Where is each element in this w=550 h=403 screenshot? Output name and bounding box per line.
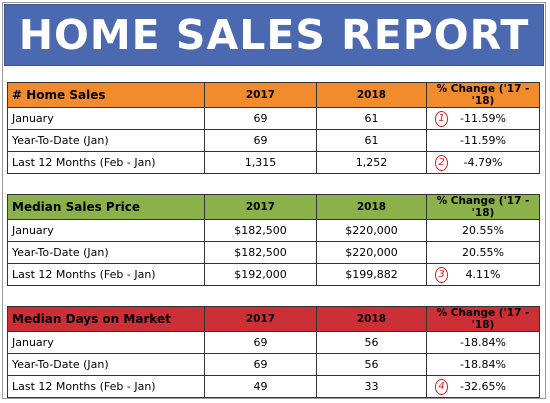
table-row: Last 12 Months (Feb - Jan) 1,315 1,252 2…: [7, 151, 540, 174]
note-number-badge: 2: [435, 155, 448, 171]
change-value: -18.84%: [426, 353, 540, 376]
col-2017-header: 2017: [204, 306, 317, 332]
value-2018: $199,882: [316, 263, 427, 286]
change-value: 4.11%: [465, 268, 501, 281]
change-value: -32.65%: [460, 380, 506, 393]
value-2017: 69: [204, 331, 317, 354]
table-row: January 69 56 -18.84%: [7, 331, 540, 354]
change-cell: 2 -4.79%: [426, 151, 540, 174]
col-2018-header: 2018: [316, 194, 427, 220]
col-change-header: % Change ('17 - '18): [426, 82, 540, 108]
value-2017: 1,315: [204, 151, 317, 174]
value-2017: 69: [204, 107, 317, 130]
change-value: -11.59%: [426, 129, 540, 152]
col-2017-header: 2017: [204, 82, 317, 108]
row-label: Year-To-Date (Jan): [7, 353, 205, 376]
table-header-row: # Home Sales 2017 2018 % Change ('17 - '…: [7, 82, 540, 108]
col-2017-header: 2017: [204, 194, 317, 220]
change-value: 20.55%: [426, 241, 540, 264]
row-label: January: [7, 331, 205, 354]
value-2017: 69: [204, 129, 317, 152]
value-2017: $192,000: [204, 263, 317, 286]
value-2018: 61: [316, 129, 427, 152]
row-label: Year-To-Date (Jan): [7, 129, 205, 152]
row-label: January: [7, 219, 205, 242]
col-2018-header: 2018: [316, 306, 427, 332]
table-row: Year-To-Date (Jan) 69 61 -11.59%: [7, 129, 540, 152]
value-2018: $220,000: [316, 219, 427, 242]
row-label: Year-To-Date (Jan): [7, 241, 205, 264]
row-label: Last 12 Months (Feb - Jan): [7, 263, 205, 286]
change-value: -18.84%: [426, 331, 540, 354]
table-title: # Home Sales: [7, 82, 205, 108]
median-sales-price-table: Median Sales Price 2017 2018 % Change ('…: [7, 194, 540, 286]
table-row: January 69 61 1 -11.59%: [7, 107, 540, 130]
change-cell: 4 -32.65%: [426, 375, 540, 398]
report-frame: [2, 2, 546, 399]
change-value: -11.59%: [460, 112, 506, 125]
change-cell: 3 4.11%: [426, 263, 540, 286]
col-change-header: % Change ('17 - '18): [426, 306, 540, 332]
table-row: Year-To-Date (Jan) 69 56 -18.84%: [7, 353, 540, 376]
row-label: Last 12 Months (Feb - Jan): [7, 375, 205, 398]
change-value: 20.55%: [426, 219, 540, 242]
table-title: Median Sales Price: [7, 194, 205, 220]
home-sales-table: # Home Sales 2017 2018 % Change ('17 - '…: [7, 82, 540, 174]
note-number-badge: 4: [435, 379, 448, 395]
col-change-header: % Change ('17 - '18): [426, 194, 540, 220]
median-days-on-market-table: Median Days on Market 2017 2018 % Change…: [7, 306, 540, 398]
title-banner: HOME SALES REPORT: [4, 4, 544, 66]
value-2018: 61: [316, 107, 427, 130]
table-header-row: Median Days on Market 2017 2018 % Change…: [7, 306, 540, 332]
row-label: January: [7, 107, 205, 130]
value-2018: 1,252: [316, 151, 427, 174]
value-2017: 69: [204, 353, 317, 376]
table-row: Last 12 Months (Feb - Jan) $192,000 $199…: [7, 263, 540, 286]
value-2018: $220,000: [316, 241, 427, 264]
table-row: Last 12 Months (Feb - Jan) 49 33 4 -32.65…: [7, 375, 540, 398]
table-row: Year-To-Date (Jan) $182,500 $220,000 20.…: [7, 241, 540, 264]
row-label: Last 12 Months (Feb - Jan): [7, 151, 205, 174]
note-number-badge: 3: [435, 267, 448, 283]
value-2018: 56: [316, 331, 427, 354]
value-2017: 49: [204, 375, 317, 398]
col-2018-header: 2018: [316, 82, 427, 108]
table-title: Median Days on Market: [7, 306, 205, 332]
report-title: HOME SALES REPORT: [18, 11, 530, 59]
value-2017: $182,500: [204, 219, 317, 242]
value-2018: 33: [316, 375, 427, 398]
change-value: -4.79%: [463, 156, 503, 169]
value-2017: $182,500: [204, 241, 317, 264]
table-header-row: Median Sales Price 2017 2018 % Change ('…: [7, 194, 540, 220]
note-number-badge: 1: [435, 111, 448, 127]
value-2018: 56: [316, 353, 427, 376]
change-cell: 1 -11.59%: [426, 107, 540, 130]
table-row: January $182,500 $220,000 20.55%: [7, 219, 540, 242]
